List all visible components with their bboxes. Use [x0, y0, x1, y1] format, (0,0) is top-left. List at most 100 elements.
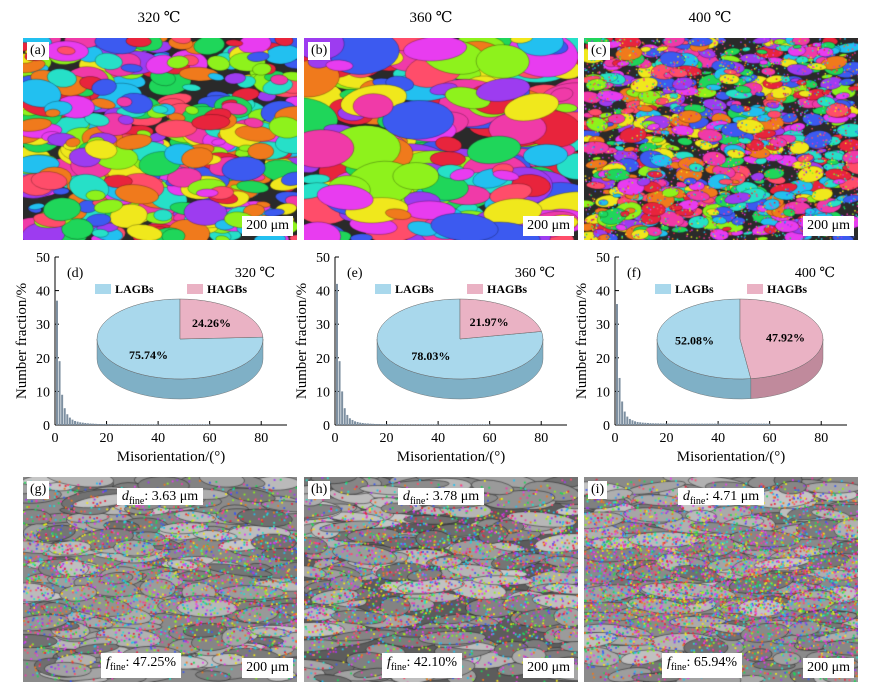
histogram-bar: [644, 422, 647, 425]
histogram-bar: [148, 424, 151, 425]
histogram-bar: [159, 424, 162, 425]
histogram-bar: [164, 424, 167, 425]
y-tick-label: 0: [43, 419, 50, 434]
y-tick-label: 40: [36, 285, 50, 300]
pie-value-lagbs: 75.74%: [129, 348, 168, 362]
grain-map-image: [304, 477, 578, 682]
histogram-bar: [757, 423, 760, 425]
pie-slice-lagbs: [376, 298, 544, 380]
chart-temperature-label: 320 ℃: [235, 266, 275, 281]
histogram-bar: [377, 423, 380, 425]
fine-grain-size-h: dfine: 3.78 μm: [304, 487, 578, 511]
histogram-bar: [361, 422, 364, 425]
x-axis-label: Misorientation/(°): [117, 449, 225, 465]
x-tick-label: 0: [332, 431, 339, 446]
misorientation-chart-svg: 0 10 20 30 40 50 0 20 40 60 80 Misorientation/(°) Nu…: [294, 251, 567, 465]
pie-value-lagbs: 78.03%: [411, 349, 450, 363]
histogram-bar: [744, 423, 747, 425]
pie-value-hagbs: 24.26%: [192, 316, 231, 330]
histogram-bar: [742, 423, 745, 425]
legend-label-lagbs: LAGBs: [115, 282, 154, 296]
histogram-bar: [120, 424, 123, 425]
histogram-bar: [99, 423, 102, 425]
histogram-bar: [690, 423, 693, 425]
histogram-bar: [664, 423, 667, 425]
histogram-bar: [732, 423, 734, 425]
histogram-bar: [395, 424, 398, 425]
histogram-bar: [179, 424, 182, 425]
fine-grain-fraction-g: ffine: 47.25%: [101, 653, 181, 678]
histogram-bar: [677, 423, 680, 425]
histogram-bar: [107, 424, 110, 425]
y-tick-label: 0: [323, 419, 330, 434]
histogram-bar: [652, 423, 655, 425]
ebsd-map-image: [584, 38, 858, 240]
histogram-bar: [351, 419, 354, 425]
pie-slice-hagbs: [459, 298, 542, 340]
histogram-bar: [208, 424, 211, 425]
scale-bar-c: 200 μm: [803, 216, 854, 236]
histogram-bar: [649, 423, 652, 425]
y-axis-label: Number fraction/%: [574, 283, 590, 399]
histogram-bar: [662, 423, 665, 425]
scale-bar-g: 200 μm: [242, 658, 293, 678]
histogram-bar: [390, 424, 393, 425]
panel-label-b: (b): [308, 42, 331, 60]
histogram-bar: [446, 424, 449, 425]
histogram-bar: [752, 423, 755, 425]
histogram-bar: [133, 424, 136, 425]
histogram-bar: [336, 283, 338, 425]
scale-bar-b: 200 μm: [523, 216, 574, 236]
histogram-bar: [76, 421, 79, 425]
chart-panel-label: (e): [347, 266, 363, 281]
x-tick-label: 20: [100, 431, 114, 446]
histogram-bar: [130, 424, 133, 425]
pie-value-lagbs: 52.08%: [675, 333, 714, 347]
histogram-bar: [102, 424, 105, 425]
histogram-bar: [86, 423, 89, 425]
histogram-bar: [174, 424, 177, 425]
histogram-bar: [128, 424, 131, 425]
histogram-bar: [397, 424, 400, 425]
histogram-bar: [382, 424, 385, 425]
histogram-bar: [716, 423, 719, 425]
legend-swatch-hagbs: [747, 284, 763, 294]
histogram-bar: [464, 424, 467, 425]
histogram-bar: [616, 304, 618, 425]
histogram-bar: [400, 424, 403, 425]
x-tick-label: 60: [763, 431, 777, 446]
histogram-bar: [187, 424, 190, 425]
histogram-bar: [58, 361, 61, 425]
y-tick-label: 30: [36, 318, 50, 333]
histogram-bar: [156, 424, 159, 425]
histogram-bar: [485, 424, 488, 425]
histogram-bar: [172, 424, 174, 425]
histogram-bar: [755, 423, 758, 425]
histogram-bar: [359, 422, 362, 425]
grain-map-h: (h) dfine: 3.78 μm ffine: 42.10% 200 μm: [304, 477, 578, 682]
histogram-bar: [444, 424, 447, 425]
histogram-bar: [711, 423, 714, 425]
histogram-bar: [457, 424, 460, 425]
y-tick-label: 20: [36, 352, 50, 367]
y-tick-label: 10: [596, 385, 610, 400]
histogram-bar: [348, 418, 351, 425]
histogram-bar: [413, 424, 416, 425]
histogram-bar: [698, 423, 701, 425]
histogram-bar: [372, 423, 375, 425]
histogram-bar: [68, 417, 71, 425]
histogram-bar: [125, 424, 128, 425]
histogram-bar: [356, 421, 359, 425]
histogram-bar: [405, 424, 408, 425]
legend-swatch-lagbs: [655, 284, 671, 294]
histogram-bar: [680, 423, 683, 425]
histogram-bar: [737, 423, 740, 425]
x-tick-label: 40: [711, 431, 725, 446]
histogram-bar: [739, 423, 742, 425]
histogram-bar: [104, 424, 107, 425]
histogram-bar: [480, 424, 483, 425]
histogram-bar: [89, 423, 92, 425]
histogram-bar: [475, 424, 478, 425]
histogram-bar: [747, 423, 750, 425]
x-tick-label: 40: [431, 431, 445, 446]
